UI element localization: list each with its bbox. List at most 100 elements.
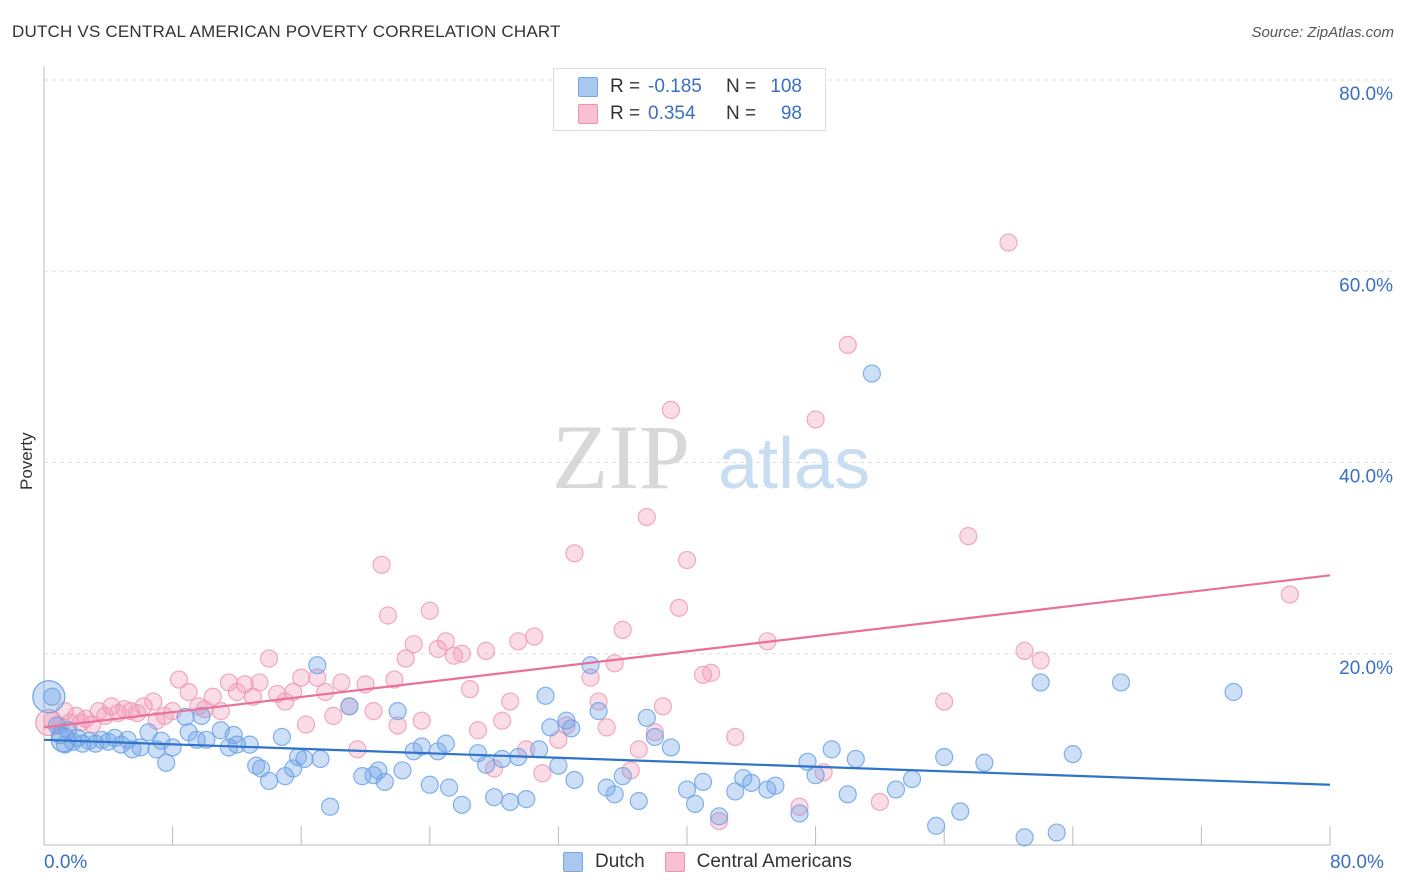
dutch-trend-line bbox=[43, 738, 1331, 786]
legend-item-central-americans[interactable]: Central Americans bbox=[664, 851, 852, 873]
central-americans-point bbox=[404, 635, 423, 654]
dutch-point bbox=[295, 749, 314, 769]
dutch-point bbox=[247, 756, 266, 775]
central-americans-point bbox=[179, 682, 198, 702]
central-americans-point bbox=[597, 718, 616, 737]
legend-label-central-americans: Central Americans bbox=[696, 851, 852, 872]
central-americans-point bbox=[999, 233, 1018, 252]
axes bbox=[43, 66, 1331, 846]
dutch-point bbox=[838, 785, 857, 804]
dutch-point bbox=[710, 807, 729, 826]
dutch-point bbox=[927, 816, 946, 835]
central-americans-point bbox=[702, 663, 721, 682]
central-americans-point bbox=[838, 335, 857, 354]
dutch-point bbox=[562, 719, 581, 738]
dutch-point bbox=[951, 802, 970, 821]
central-americans-swatch bbox=[578, 104, 598, 124]
central-americans-point bbox=[292, 668, 311, 687]
trend-lines bbox=[43, 574, 1331, 786]
dutch-point bbox=[1063, 745, 1082, 764]
central-americans-points bbox=[35, 233, 1299, 831]
central-americans-point bbox=[468, 721, 488, 740]
dutch-point bbox=[530, 740, 549, 759]
dutch-point bbox=[549, 756, 568, 775]
dutch-point bbox=[629, 791, 648, 811]
central-americans-point bbox=[806, 410, 825, 429]
r-label: R = bbox=[610, 76, 641, 97]
dutch-swatch bbox=[563, 852, 583, 872]
dutch-point bbox=[192, 706, 211, 726]
x-tick-label-min: 0.0% bbox=[44, 852, 88, 873]
dutch-point bbox=[581, 656, 600, 675]
y-tick-label: 20.0% bbox=[1339, 658, 1393, 679]
dutch-point bbox=[886, 780, 906, 799]
dutch-point bbox=[420, 775, 439, 794]
dutch-point bbox=[501, 792, 520, 812]
central-americans-point bbox=[412, 711, 431, 730]
dutch-point bbox=[742, 773, 761, 792]
dutch-point bbox=[726, 782, 745, 801]
dutch-point bbox=[163, 738, 182, 757]
dutch-point bbox=[197, 730, 216, 749]
central-americans-point bbox=[324, 706, 343, 726]
central-americans-point bbox=[669, 598, 689, 617]
dutch-point bbox=[388, 702, 407, 721]
dutch-point bbox=[806, 766, 825, 785]
y-tick-label: 80.0% bbox=[1339, 84, 1393, 105]
gridlines bbox=[44, 79, 1392, 655]
dutch-point bbox=[227, 735, 246, 754]
stats-legend-row-dutch: R = -0.185 N = 108 bbox=[578, 75, 802, 99]
dutch-point bbox=[1224, 682, 1243, 702]
central-americans-point bbox=[296, 715, 316, 734]
central-americans-point bbox=[959, 527, 978, 546]
dutch-point bbox=[436, 734, 455, 753]
dutch-point bbox=[259, 771, 279, 791]
dutch-point bbox=[485, 788, 504, 807]
central-americans-point bbox=[637, 507, 656, 527]
central-americans-point bbox=[388, 716, 407, 735]
r-value: 0.354 bbox=[648, 103, 696, 124]
dutch-point bbox=[393, 761, 412, 780]
dutch-point bbox=[476, 755, 496, 774]
dutch-point bbox=[131, 738, 150, 757]
central-americans-point bbox=[364, 702, 383, 721]
y-tick-labels: 20.0% 40.0% 60.0% 80.0% bbox=[1339, 84, 1393, 679]
dutch-point bbox=[766, 776, 785, 795]
dutch-point bbox=[536, 686, 555, 705]
central-americans-point bbox=[169, 670, 189, 689]
central-americans-point bbox=[589, 692, 608, 711]
dutch-point bbox=[637, 708, 656, 727]
dutch-point bbox=[375, 772, 394, 791]
central-americans-point bbox=[629, 740, 648, 759]
legend-item-dutch[interactable]: Dutch bbox=[563, 851, 645, 873]
dutch-point bbox=[308, 656, 327, 675]
central-americans-point bbox=[348, 740, 367, 759]
watermark: ZIP atlas bbox=[552, 406, 870, 508]
central-americans-point bbox=[509, 632, 528, 651]
central-americans-point bbox=[501, 692, 520, 711]
central-americans-point bbox=[493, 711, 512, 730]
dutch-point bbox=[493, 749, 512, 769]
dutch-point bbox=[661, 738, 681, 757]
dutch-point bbox=[1111, 673, 1131, 692]
dutch-point bbox=[565, 770, 584, 790]
dutch-point bbox=[369, 761, 388, 780]
central-americans-point bbox=[613, 620, 632, 639]
central-americans-point bbox=[203, 687, 222, 706]
chart-title: DUTCH VS CENTRAL AMERICAN POVERTY CORREL… bbox=[12, 22, 561, 41]
central-americans-point bbox=[525, 627, 544, 646]
central-americans-point bbox=[308, 668, 327, 687]
dutch-point bbox=[541, 718, 560, 737]
dutch-point bbox=[975, 753, 994, 772]
central-americans-point bbox=[645, 723, 664, 742]
central-americans-point bbox=[460, 680, 480, 699]
dutch-point bbox=[452, 795, 472, 814]
central-americans-point bbox=[1280, 585, 1299, 604]
dutch-point bbox=[1047, 823, 1066, 842]
dutch-point bbox=[42, 687, 62, 706]
dutch-point bbox=[589, 702, 608, 721]
dutch-point bbox=[311, 749, 330, 769]
dutch-point bbox=[176, 707, 195, 726]
dutch-point bbox=[240, 735, 259, 754]
